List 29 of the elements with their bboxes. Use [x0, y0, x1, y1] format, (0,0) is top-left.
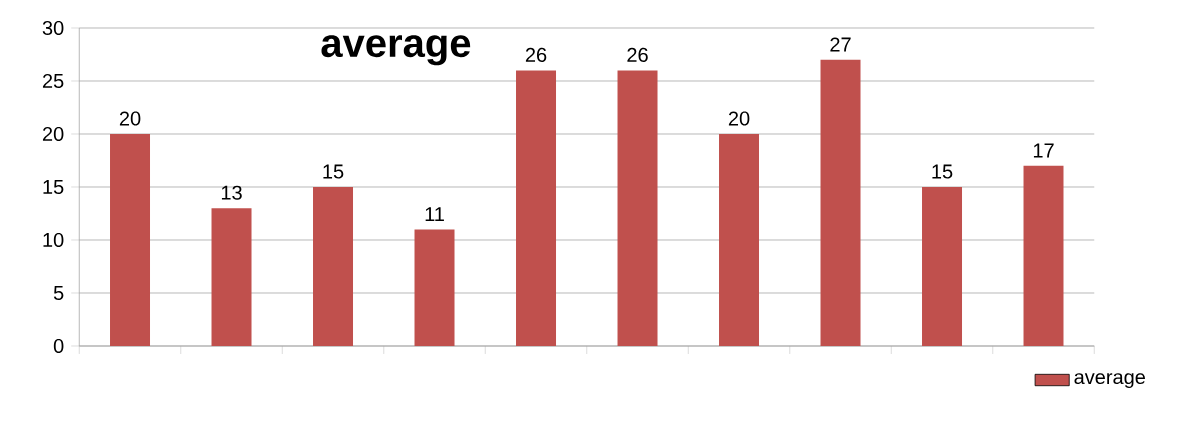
- data-label: 20: [119, 111, 141, 126]
- y-tick-label: 10: [43, 232, 64, 248]
- y-tick-label: 15: [43, 180, 64, 194]
- chart-title: average: [321, 35, 471, 66]
- y-tick-label: 25: [42, 73, 64, 89]
- bar: [414, 229, 455, 346]
- data-label: 11: [425, 207, 444, 221]
- bar: [1023, 165, 1064, 346]
- legend-label: average: [1074, 373, 1145, 389]
- data-label: 17: [1033, 143, 1054, 158]
- bar: [516, 70, 557, 346]
- data-label: 13: [221, 185, 242, 200]
- y-tick-label: 20: [42, 126, 64, 142]
- y-tick-label: 30: [42, 20, 64, 36]
- y-tick-label: 0: [53, 338, 64, 354]
- data-label: 26: [627, 47, 648, 62]
- bar: [313, 186, 354, 346]
- bar: [617, 70, 658, 346]
- bar: [719, 133, 760, 346]
- data-label: 27: [830, 37, 851, 52]
- bar: [110, 133, 151, 346]
- bar: [820, 59, 861, 346]
- data-label: 15: [932, 164, 953, 179]
- data-label: 15: [323, 164, 344, 179]
- y-tick-label: 5: [53, 286, 64, 300]
- bar: [922, 186, 963, 346]
- bar: [211, 208, 252, 346]
- data-label: 26: [525, 47, 547, 62]
- data-label: 20: [728, 111, 750, 126]
